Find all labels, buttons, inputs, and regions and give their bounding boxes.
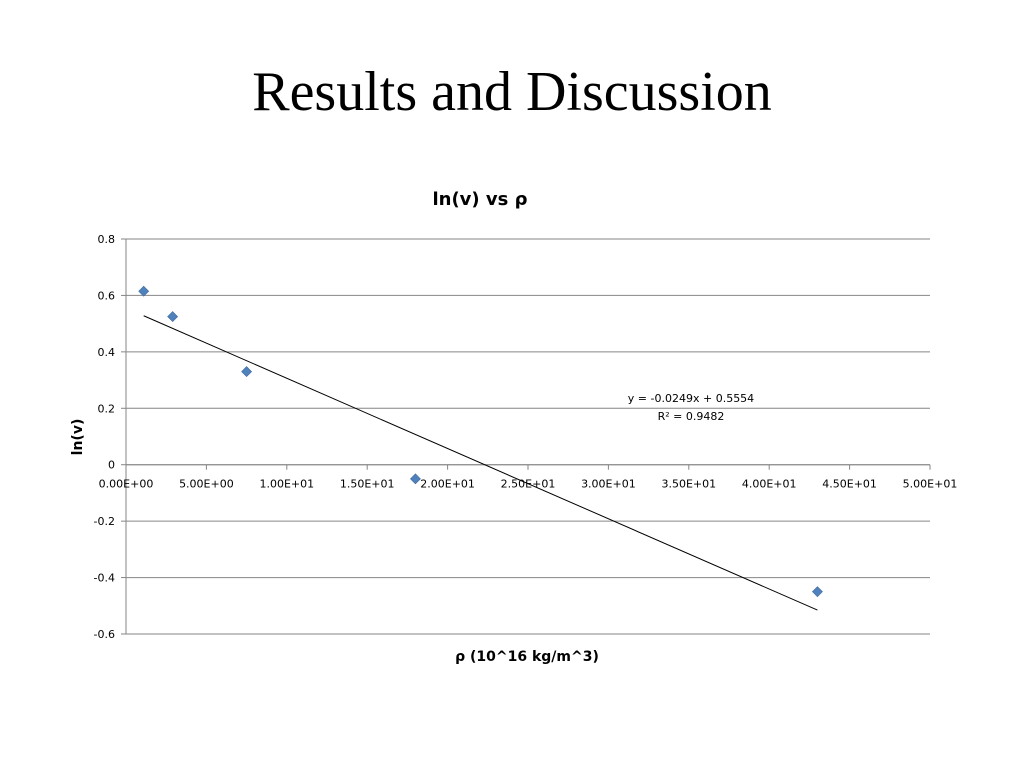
x-tick-labels: 0.00E+00 5.00E+00 1.00E+01 1.50E+01 2.00E+01… [99, 478, 958, 491]
trendline [143, 315, 818, 611]
y-tick-label: -0.4 [94, 572, 115, 585]
y-tick-label: 0.2 [98, 402, 116, 415]
x-tick-label: 1.00E+01 [259, 478, 314, 491]
axes [121, 238, 931, 635]
x-tick-label: 5.00E+00 [179, 478, 234, 491]
y-tick-label: 0.4 [98, 346, 116, 359]
trendline-group [143, 315, 818, 611]
x-tick-label: 0.00E+00 [99, 478, 154, 491]
data-points [138, 285, 823, 598]
y-tick-label: 0.6 [98, 289, 116, 302]
gridlines [126, 238, 930, 635]
y-axis-label: ln(v) [70, 419, 86, 456]
data-point [241, 366, 253, 378]
x-tick-label: 4.50E+01 [822, 478, 877, 491]
y-tick-label: 0 [108, 459, 115, 472]
trendline-equation: y = -0.0249x + 0.5554 [628, 392, 754, 405]
x-tick-label: 5.00E+01 [903, 478, 958, 491]
data-point [812, 586, 823, 598]
x-tick-label: 3.00E+01 [581, 478, 636, 491]
y-tick-label: 0.8 [98, 233, 116, 246]
data-point [410, 473, 421, 485]
y-tick-labels: 0.8 0.6 0.4 0.2 0 -0.2 -0.4 -0.6 [94, 233, 115, 641]
chart-title: ln(v) vs ρ [432, 189, 527, 210]
y-tick-label: -0.6 [94, 628, 115, 641]
data-point [167, 311, 179, 323]
x-axis-label: ρ (10^16 kg/m^3) [455, 649, 599, 665]
x-tick-label: 4.00E+01 [742, 478, 797, 491]
x-tick-label: 1.50E+01 [340, 478, 395, 491]
trendline-r-squared: R² = 0.9482 [658, 410, 725, 423]
x-tick-label: 3.50E+01 [661, 478, 716, 491]
slide-title: Results and Discussion [252, 61, 772, 123]
x-tick-label: 2.00E+01 [420, 478, 475, 491]
y-tick-label: -0.2 [94, 515, 115, 528]
data-point [138, 285, 150, 297]
x-tick-label: 2.50E+01 [501, 478, 556, 491]
